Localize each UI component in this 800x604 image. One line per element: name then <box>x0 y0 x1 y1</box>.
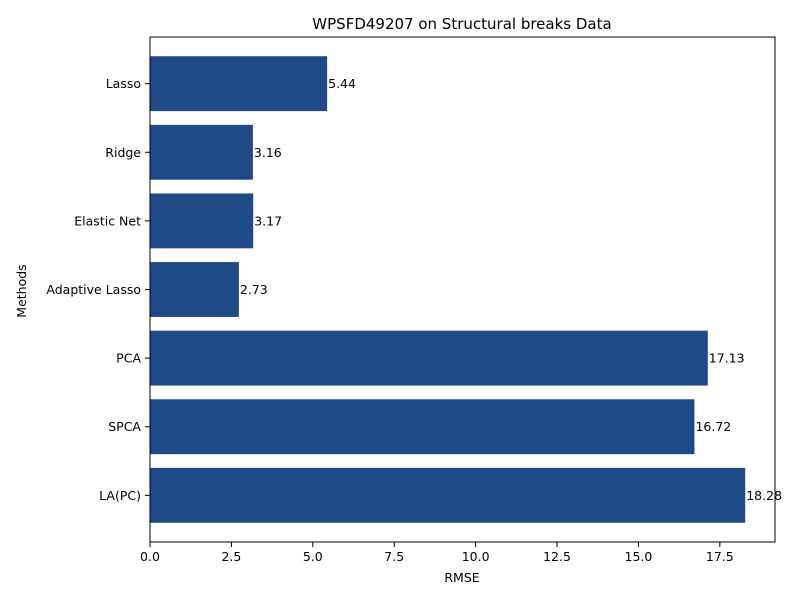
data-label: 17.13 <box>709 351 745 366</box>
y-tick-label: PCA <box>116 351 141 366</box>
bar-lasso <box>150 56 328 112</box>
bar-la-pc <box>150 467 746 523</box>
plot-frame <box>149 36 776 543</box>
y-tick-label: Adaptive Lasso <box>46 282 141 297</box>
x-axis-label: RMSE <box>444 570 479 585</box>
y-tick-label: Ridge <box>105 145 141 160</box>
x-tick-label: 0.0 <box>140 549 160 564</box>
bar-spca <box>150 399 695 455</box>
x-tick-label: 10.0 <box>462 549 490 564</box>
data-label: 2.73 <box>240 282 268 297</box>
bars-layer <box>150 56 746 523</box>
data-label: 5.44 <box>328 76 356 91</box>
x-tick-label: 2.5 <box>221 549 241 564</box>
data-label: 3.16 <box>254 145 282 160</box>
chart-title: WPSFD49207 on Structural breaks Data <box>312 15 611 33</box>
x-tick-label: 7.5 <box>384 549 404 564</box>
x-tick-label: 15.0 <box>625 549 653 564</box>
data-label: 16.72 <box>695 419 731 434</box>
x-axis-ticks: 0.0 2.5 5.0 7.5 10.0 12.5 15.0 17.5 <box>140 542 734 564</box>
x-tick-label: 12.5 <box>543 549 571 564</box>
bar-elastic-net <box>150 193 254 249</box>
y-tick-label: Elastic Net <box>74 213 141 228</box>
y-tick-label: LA(PC) <box>99 488 141 503</box>
bar-adaptive-lasso <box>150 262 239 317</box>
data-labels-layer: 5.44 3.16 3.17 2.73 17.13 16.72 18.28 <box>240 76 782 503</box>
data-label: 18.28 <box>746 488 782 503</box>
bar-pca <box>150 330 708 386</box>
y-axis-label: Methods <box>14 264 29 317</box>
bar-ridge <box>150 124 253 180</box>
y-tick-label: Lasso <box>106 76 141 91</box>
x-tick-label: 17.5 <box>706 549 734 564</box>
y-tick-label: SPCA <box>108 419 141 434</box>
x-tick-label: 5.0 <box>303 549 323 564</box>
data-label: 3.17 <box>254 213 282 228</box>
y-axis-ticks: Lasso Ridge Elastic Net Adaptive Lasso PCA SP… <box>46 76 150 503</box>
